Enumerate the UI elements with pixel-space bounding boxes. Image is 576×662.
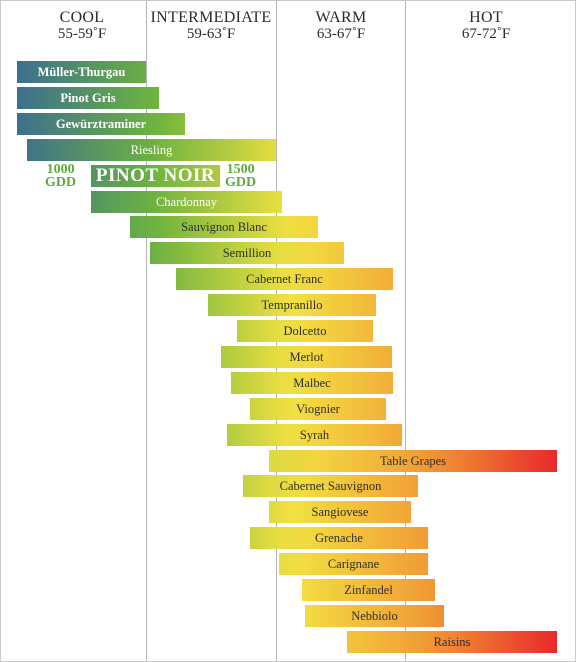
bar-sangiovese: Sangiovese [269, 501, 411, 523]
gdd-1500-label: 1500 GDD [225, 162, 257, 190]
bar-label: Riesling [130, 142, 173, 157]
bar-label: Cabernet Franc [246, 271, 323, 286]
bar-label: Raisins [433, 634, 471, 649]
bar-malbec: Malbec [231, 372, 393, 394]
bar-label: Müller-Thurgau [37, 64, 126, 79]
bar-table-grapes: Table Grapes [269, 450, 557, 472]
zone-temperature-range: 63-67˚F [316, 26, 366, 42]
bar-label: Gewürztraminer [55, 116, 147, 131]
bar-tempranillo: Tempranillo [208, 294, 376, 316]
bar-semillion: Semillion [150, 242, 344, 264]
bar-label: Carignane [327, 556, 380, 571]
zone-header-intermediate: INTERMEDIATE 59-63˚F [141, 9, 281, 43]
bar-grenache: Grenache [250, 527, 428, 549]
bar-label: Cabernet Sauvignon [279, 478, 382, 493]
bar-carignane: Carignane [279, 553, 428, 575]
bar-chardonnay: Chardonnay [91, 191, 282, 213]
bar-label: Dolcetto [283, 323, 327, 338]
bar-label: Syrah [299, 427, 330, 442]
bar-viognier: Viognier [250, 398, 386, 420]
zone-header-hot: HOT 67-72˚F [416, 9, 556, 43]
zone-name: WARM [315, 9, 367, 26]
bar-cabernet-sauvignon: Cabernet Sauvignon [243, 475, 418, 497]
zone-temperature-range: 67-72˚F [461, 26, 511, 42]
bar-zinfandel: Zinfandel [302, 579, 435, 601]
zone-header-warm: WARM 63-67˚F [271, 9, 411, 43]
zone-name: INTERMEDIATE [150, 9, 272, 26]
bar-merlot: Merlot [221, 346, 392, 368]
bar-muller-thurgau: Müller-Thurgau [17, 61, 146, 83]
bar-label: Sauvignon Blanc [181, 219, 267, 234]
bar-label: Merlot [289, 349, 324, 364]
bar-label: Pinot Gris [60, 90, 116, 105]
bar-sauvignon-blanc: Sauvignon Blanc [130, 216, 318, 238]
zone-divider-line [405, 1, 406, 661]
bar-label: Tempranillo [261, 297, 323, 312]
bar-pinot-gris: Pinot Gris [17, 87, 159, 109]
zone-temperature-range: 59-63˚F [186, 26, 236, 42]
bar-label: Zinfandel [344, 582, 393, 597]
zone-name: HOT [469, 9, 503, 26]
bar-cabernet-franc: Cabernet Franc [176, 268, 393, 290]
zone-temperature-range: 55-59˚F [57, 26, 107, 42]
gdd-1000-label: 1000 GDD [45, 162, 77, 190]
bar-nebbiolo: Nebbiolo [305, 605, 444, 627]
bar-label: Table Grapes [379, 453, 447, 468]
zone-divider-line [146, 1, 147, 661]
bar-label: Chardonnay [155, 194, 218, 209]
bar-label: Viognier [296, 401, 340, 416]
bar-syrah: Syrah [227, 424, 402, 446]
bar-label: PINOT NOIR [95, 165, 216, 186]
bar-label: Malbec [293, 375, 331, 390]
bar-dolcetto: Dolcetto [237, 320, 373, 342]
bar-label: Semillion [222, 245, 272, 260]
bar-label: Grenache [315, 530, 363, 545]
zone-header-cool: COOL 55-59˚F [12, 9, 152, 43]
bar-label: Nebbiolo [351, 608, 398, 623]
bar-riesling: Riesling [27, 139, 276, 161]
bar-raisins: Raisins [347, 631, 557, 653]
bar-label: Sangiovese [311, 504, 369, 519]
bar-pinot-noir: PINOT NOIR [91, 165, 220, 187]
bar-gewurztraminer: Gewürztraminer [17, 113, 185, 135]
zone-name: COOL [59, 9, 105, 26]
